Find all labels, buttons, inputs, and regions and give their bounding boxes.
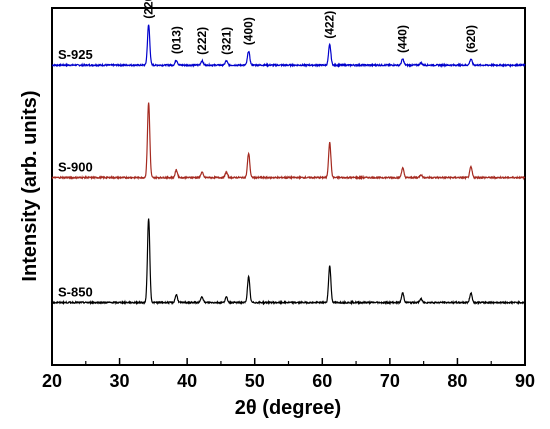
x-tick-label: 90	[515, 371, 535, 391]
x-axis-ticks: 20 30 40 50 60 70 80 90	[42, 358, 535, 391]
x-tick-label: 30	[110, 371, 130, 391]
plot-frame	[51, 7, 526, 366]
peak-label: (220)	[142, 0, 156, 19]
x-tick-label: 50	[245, 371, 265, 391]
series-label: S-850	[58, 285, 93, 300]
x-tick-label: 80	[447, 371, 467, 391]
peak-label: (400)	[242, 17, 256, 45]
peak-label: (013)	[169, 26, 183, 54]
peak-label: (321)	[219, 27, 233, 55]
series-label: S-925	[58, 47, 93, 62]
peak-labels: (220) (013) (222) (321) (400) (422) (440) (620)	[142, 0, 478, 55]
peak-label: (620)	[464, 25, 478, 53]
peak-label: (222)	[195, 27, 209, 55]
x-tick-label: 40	[177, 371, 197, 391]
x-tick-label: 60	[312, 371, 332, 391]
x-tick-label: 20	[42, 371, 62, 391]
x-axis-label: 2θ (degree)	[235, 397, 341, 419]
series-line-s-850	[51, 218, 526, 306]
series-line-s-900	[51, 102, 526, 181]
y-axis-label: Intensity (arb. units)	[19, 90, 41, 281]
series-label: S-900	[58, 160, 93, 175]
series-line-s-925	[51, 24, 526, 69]
series-labels: S-925 S-900 S-850	[58, 47, 93, 299]
x-tick-label: 70	[380, 371, 400, 391]
peak-label: (422)	[323, 11, 337, 39]
peak-label: (440)	[396, 25, 410, 53]
series-layer	[51, 24, 526, 306]
